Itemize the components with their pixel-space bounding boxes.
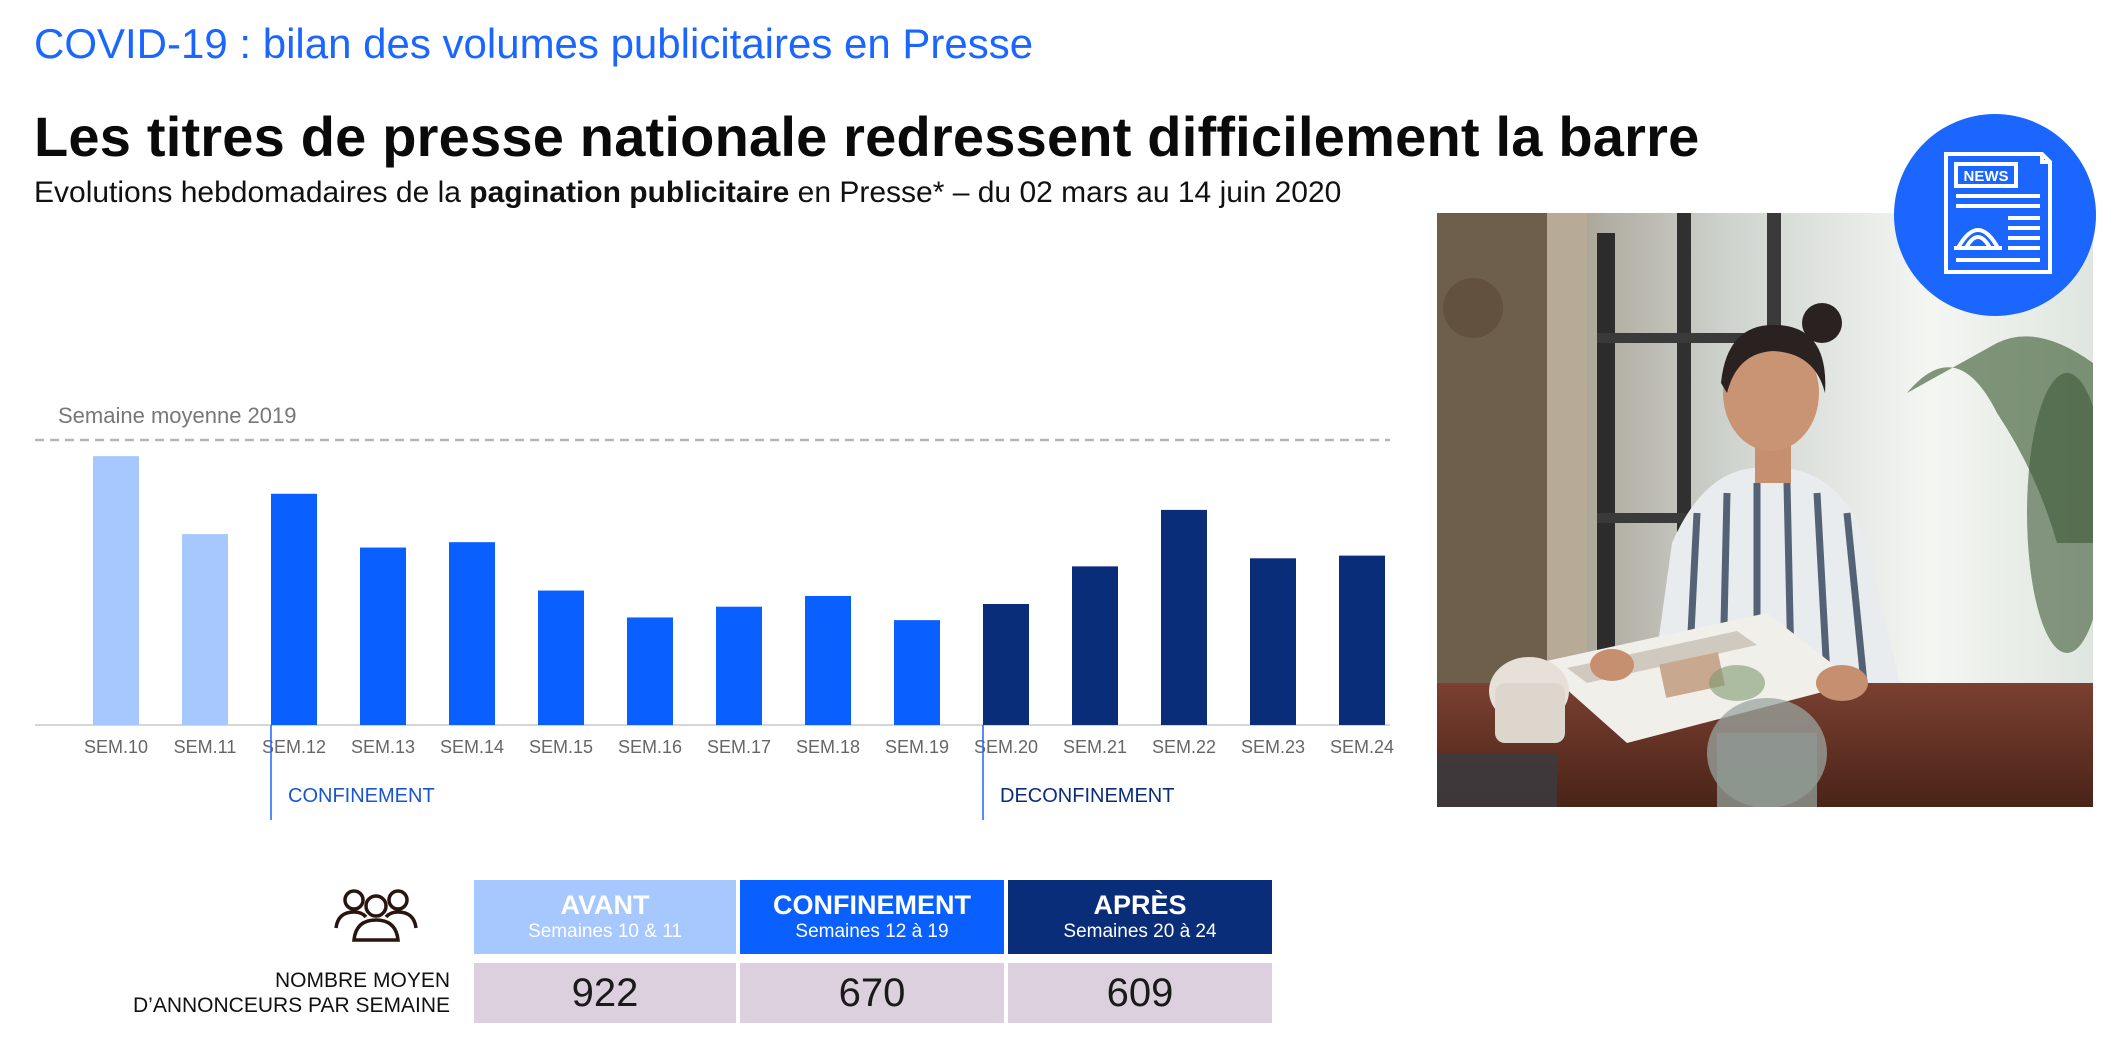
header-avant-title: AVANT [560,890,650,920]
marker-label-1: DECONFINEMENT [1000,785,1174,807]
bar-sem-21 [1072,566,1118,725]
bar-sem-15 [538,590,584,725]
bar-sem-24 [1339,555,1385,725]
x-tick-label: SEM.15 [529,737,593,757]
row-label-line1: NOMBRE MOYEN [274,969,450,992]
value-avant: 922 [474,963,736,1023]
bar-sem-20 [983,604,1029,725]
header-confinement: CONFINEMENT Semaines 12 à 19 [740,880,1004,954]
x-tick-label: SEM.13 [351,737,415,757]
header-apres-title: APRÈS [1093,890,1187,920]
x-tick-label: SEM.16 [618,737,682,757]
x-tick-label: SEM.18 [796,737,860,757]
x-tick-label: SEM.24 [1330,737,1394,757]
x-tick-label: SEM.20 [974,737,1038,757]
bar-sem-23 [1250,558,1296,725]
x-tick-label: SEM.11 [174,737,237,757]
x-tick-label: SEM.19 [885,737,949,757]
bar-sem-17 [716,606,762,725]
value-apres: 609 [1008,963,1272,1023]
x-tick-label: SEM.10 [84,737,148,757]
photo-woman-reading [1437,213,2093,807]
x-tick-label: SEM.12 [262,737,326,757]
subtitle-pre: Evolutions hebdomadaires de la [34,176,470,209]
bar-sem-13 [360,547,406,725]
subtitle-bold: pagination publicitaire [469,176,790,209]
row-label-line2: D’ANNONCEURS PAR SEMAINE [133,994,450,1017]
header-apres: APRÈS Semaines 20 à 24 [1008,880,1272,954]
header-apres-subtitle: Semaines 20 à 24 [1063,921,1217,942]
x-tick-label: SEM.17 [707,737,771,757]
reference-line-label: Semaine moyenne 2019 [58,403,297,428]
x-tick-label: SEM.22 [1152,737,1216,757]
news-badge: NEWS [1894,114,2096,316]
bar-sem-10 [93,456,139,725]
header-confinement-subtitle: Semaines 12 à 19 [795,921,949,942]
value-confinement: 670 [740,963,1004,1023]
header-confinement-title: CONFINEMENT [773,890,971,920]
bar-sem-14 [449,542,495,725]
bar-sem-11 [182,534,228,725]
marker-label-0: CONFINEMENT [288,785,435,807]
header-avant-subtitle: Semaines 10 & 11 [528,921,682,942]
bar-chart: Semaine moyenne 2019 SEM.10 SEM.11 SEM.12 SE… [35,403,1394,820]
kicker-title: COVID-19 : bilan des volumes publicitair… [34,20,1034,67]
subtitle-post: en Presse* – du 02 mars au 14 juin 2020 [789,176,1342,209]
bar-sem-18 [805,595,851,725]
page-subtitle: Evolutions hebdomadaires de la paginatio… [34,176,1341,210]
page-title: Les titres de presse nationale redressen… [34,105,1700,168]
bar-sem-16 [627,617,673,725]
badge-text: NEWS [1964,168,2009,185]
x-tick-label: SEM.21 [1063,737,1127,757]
newspaper-icon: NEWS [1944,152,2052,274]
bar-sem-12 [271,493,317,725]
bar-sem-22 [1161,509,1207,725]
bar-sem-19 [894,620,940,725]
x-tick-label: SEM.23 [1241,737,1305,757]
summary-row-label: NOMBRE MOYEN D’ANNONCEURS PAR SEMAINE [100,968,450,1018]
x-tick-label: SEM.14 [440,737,504,757]
people-group-icon [334,889,418,942]
header-avant: AVANT Semaines 10 & 11 [474,880,736,954]
